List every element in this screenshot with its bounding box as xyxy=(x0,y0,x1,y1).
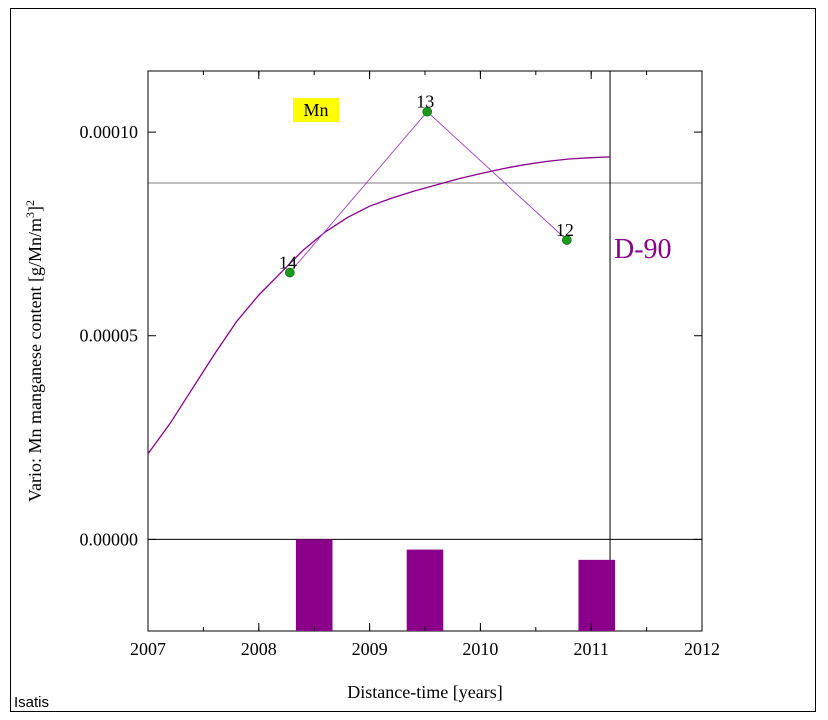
x-tick-label: 2008 xyxy=(241,639,277,659)
x-tick-label: 2010 xyxy=(462,639,498,659)
y-axis-title-sup1: 3 xyxy=(23,212,37,218)
variable-badge: Mn xyxy=(303,100,328,120)
point-pair-label: 13 xyxy=(416,92,434,112)
plot-area xyxy=(147,70,703,632)
x-tick-label: 2012 xyxy=(684,639,720,659)
y-axis-title-main: Vario: Mn manganese content [g/Mn/m xyxy=(25,218,45,502)
variogram-chart: 14 13 12 2007 2008 2009 2010 2011 2012 0.00000 0.… xyxy=(23,70,720,702)
experimental-point xyxy=(285,267,295,278)
software-label: Isatis xyxy=(14,694,50,711)
y-axis-title: Vario: Mn manganese content [g/Mn/m3]2 xyxy=(23,200,45,502)
y-axis-title-sup2: 2 xyxy=(23,200,37,206)
experimental-variogram-line xyxy=(289,111,568,273)
direction-label: D-90 xyxy=(614,234,672,265)
pair-count-bar xyxy=(578,559,616,631)
y-axis-title-close: ] xyxy=(25,206,45,212)
y-tick-label: 0.00010 xyxy=(80,122,139,142)
model-variogram-curve xyxy=(147,156,611,455)
point-pair-label: 12 xyxy=(556,220,574,240)
experimental-point xyxy=(562,235,572,245)
experimental-point xyxy=(422,106,433,117)
x-tick-label: 2009 xyxy=(352,639,388,659)
point-pair-label: 14 xyxy=(279,253,297,273)
x-tick-label: 2011 xyxy=(574,639,609,659)
x-axis-title: Distance-time [years] xyxy=(347,682,502,702)
pair-count-bar xyxy=(406,549,444,631)
y-tick-label: 0.00005 xyxy=(80,326,139,346)
variable-badge-bg xyxy=(293,98,339,122)
y-tick-label: 0.00000 xyxy=(80,529,139,549)
pair-count-bar xyxy=(295,539,333,631)
figure-frame: 14 13 12 2007 2008 2009 2010 2011 2012 0.00000 0.… xyxy=(10,8,816,712)
x-tick-label: 2007 xyxy=(130,639,166,659)
